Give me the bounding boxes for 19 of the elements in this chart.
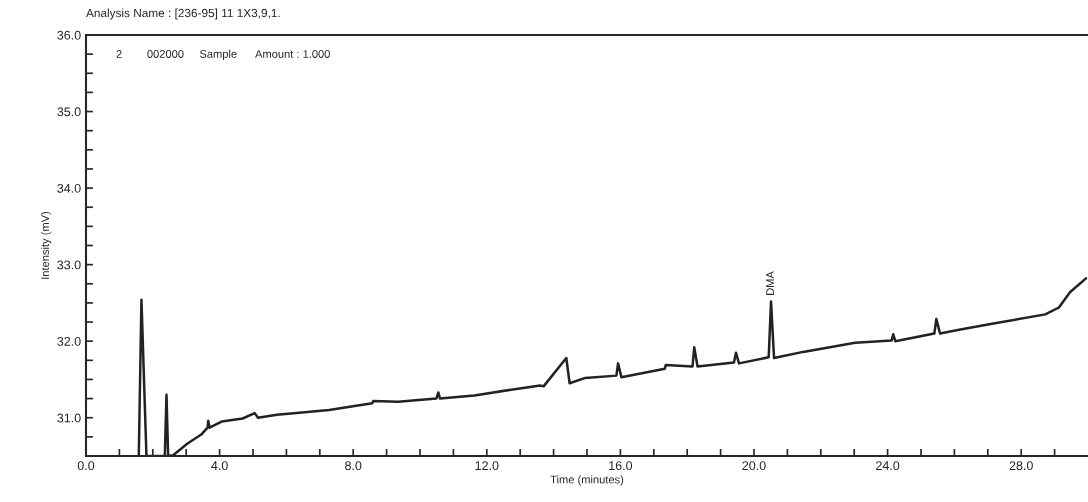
annotation: 2 002000 Sample Amount : 1.000 [116, 49, 330, 61]
chart-title: Analysis Name : [236-95] 11 1X3,9,1. [86, 8, 280, 20]
y-tick-label: 35.0 [57, 107, 81, 117]
x-tick-label: 0.0 [77, 461, 95, 471]
y-axis-title: Intensity (mV) [40, 211, 52, 279]
annotation: DMA [766, 271, 774, 295]
y-tick-label: 32.0 [57, 336, 81, 346]
x-tick-label: 20.0 [742, 461, 766, 471]
y-tick-label: 31.0 [57, 413, 81, 423]
x-tick-label: 8.0 [345, 461, 362, 471]
x-tick-label: 16.0 [609, 461, 633, 471]
x-tick-label: 4.0 [211, 461, 228, 471]
y-tick-label: 36.0 [57, 30, 81, 40]
y-tick-label: 33.0 [57, 260, 81, 270]
y-tick-label: 34.0 [57, 183, 81, 193]
x-tick-label: 12.0 [475, 461, 499, 471]
x-tick-label: 24.0 [876, 461, 900, 471]
x-tick-label: 28.0 [1009, 461, 1033, 471]
x-axis-title: Time (minutes) [550, 475, 624, 486]
